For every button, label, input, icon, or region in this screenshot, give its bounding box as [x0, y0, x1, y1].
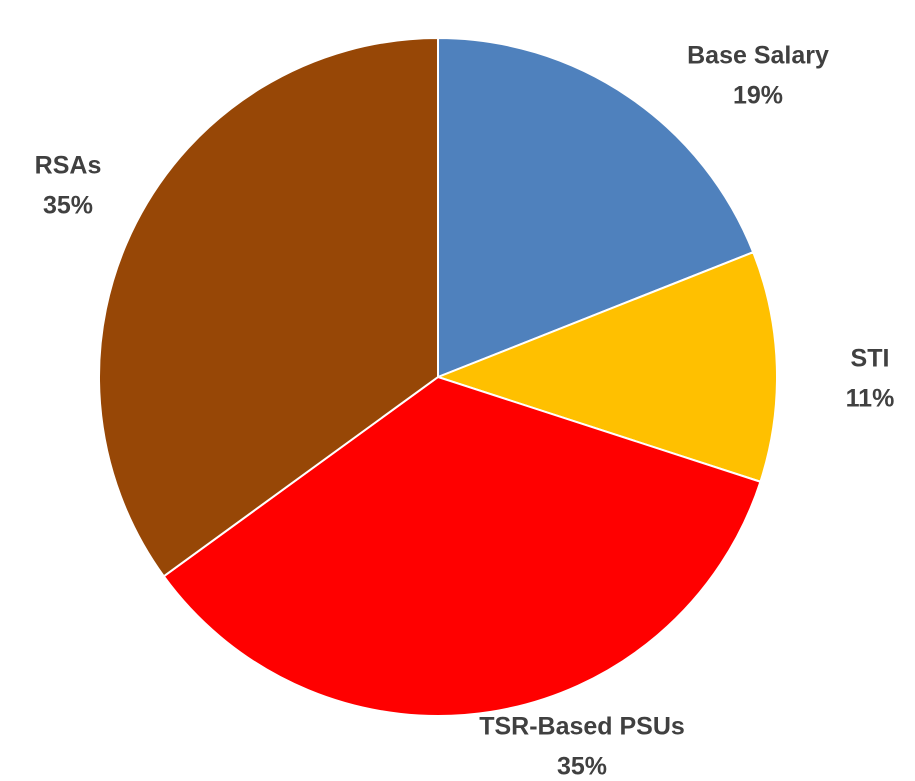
- pie-slice-tsr-based-psus: [162, 376, 762, 717]
- pie-slice-base-salary: [437, 37, 755, 378]
- slice-label: Base Salary: [687, 42, 829, 70]
- slice-value-label: 19%: [733, 82, 783, 110]
- slice-label: RSAs: [35, 152, 102, 180]
- labels-layer: Base Salary 19% STI 11% TSR-Based PSUs 35% RSA…: [35, 42, 895, 781]
- slice-value-label: 35%: [43, 192, 93, 220]
- slices-layer: [98, 37, 778, 717]
- slice-label: TSR-Based PSUs: [479, 713, 685, 741]
- slice-value-label: 35%: [557, 753, 607, 781]
- slice-value-label: 11%: [846, 385, 895, 413]
- pie-slice-sti: [437, 251, 778, 483]
- pie-slice-rsas: [98, 37, 439, 578]
- slice-label: STI: [851, 345, 890, 373]
